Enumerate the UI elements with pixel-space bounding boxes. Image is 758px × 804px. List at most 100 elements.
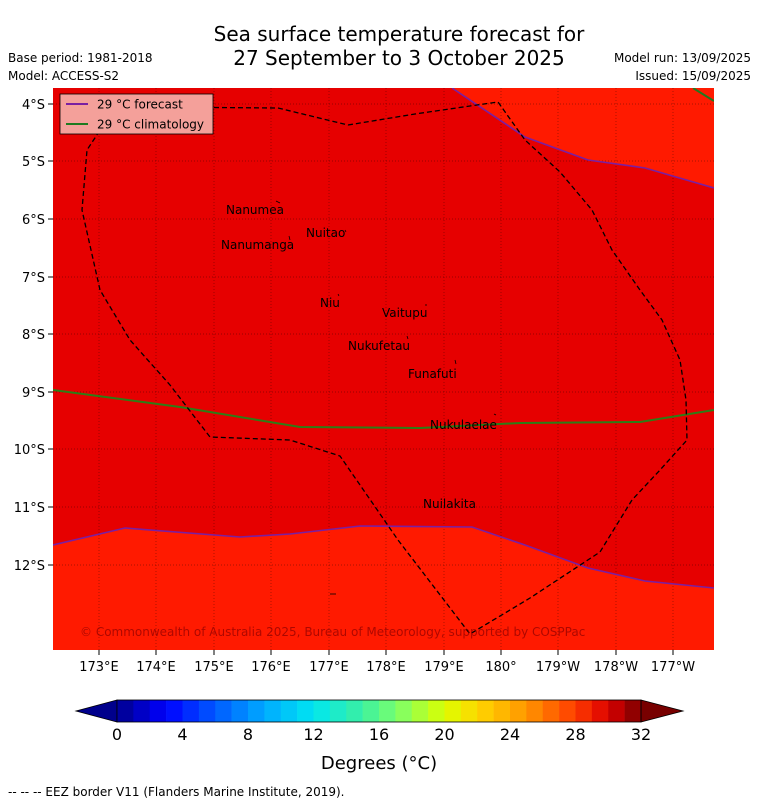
eez-footnote: -- -- -- EEZ border V11 (Flanders Marine…	[8, 785, 345, 799]
colorbar-cell	[608, 700, 625, 722]
forecast-contour-north	[451, 88, 714, 189]
legend: 29 °C forecast 29 °C climatology	[59, 93, 214, 135]
colorbar-cell	[575, 700, 593, 722]
island-label-niu: Niu	[320, 296, 340, 310]
colorbar-cell	[133, 700, 151, 722]
lon-label: 178°W	[594, 660, 638, 675]
colorbar-frame	[116, 699, 642, 723]
title-line-1: Sea surface temperature forecast for	[213, 22, 585, 46]
island-label-nukufetau: Nukufetau	[348, 339, 410, 353]
colorbar-tick-label: 20	[434, 725, 454, 744]
lon-label: 176°E	[251, 660, 291, 675]
colorbar-cell	[379, 700, 396, 722]
colorbar-tick-label: 28	[565, 725, 585, 744]
gridlines	[53, 88, 714, 650]
legend-forecast-label: 29 °C forecast	[97, 98, 183, 112]
colorbar-cell	[297, 700, 314, 722]
colorbar-cell	[624, 700, 642, 722]
model-run: Model run: 13/09/2025	[613, 51, 751, 65]
colorbar-cell	[559, 700, 576, 722]
colorbar-cell	[264, 700, 282, 722]
title-line-2: 27 September to 3 October 2025	[233, 46, 565, 70]
colorbar-cell	[411, 700, 429, 722]
lon-label: 174°E	[136, 660, 176, 675]
longitude-axis: 173°E 174°E 175°E 176°E 177°E 178°E 179°E 180° 1…	[79, 650, 695, 675]
lat-label: 12°S	[14, 559, 45, 574]
meta-right: Model run: 13/09/2025 Issued: 15/09/2025	[614, 49, 751, 85]
map-area: Nanumea Nuitao Nanumanga Niu Vaitupu Nuk…	[53, 88, 714, 650]
colorbar-cell	[477, 700, 494, 722]
title: Sea surface temperature forecast for 27 …	[0, 22, 758, 70]
colorbar-cell	[117, 700, 134, 722]
copyright-text: © Commonwealth of Australia 2025, Bureau…	[80, 625, 585, 639]
colorbar-tick-label: 12	[303, 725, 323, 744]
colorbar-cell	[542, 700, 560, 722]
lat-label: 6°S	[22, 213, 45, 228]
lat-label: 11°S	[14, 501, 45, 516]
climatology-contour-ne	[692, 88, 714, 102]
colorbar-cell	[149, 700, 167, 722]
lon-label: 175°E	[194, 660, 234, 675]
island-label-vaitupu: Vaitupu	[382, 306, 428, 320]
model-name: Model: ACCESS-S2	[8, 69, 120, 83]
colorbar-high-extension	[640, 699, 685, 723]
colorbar-tick-label: 16	[369, 725, 389, 744]
meta-left: Base period: 1981-2018 Model: ACCESS-S2	[8, 49, 153, 85]
legend-climatology-label: 29 °C climatology	[97, 118, 204, 132]
colorbar-cell	[198, 700, 216, 722]
lat-label: 4°S	[22, 98, 45, 113]
colorbar-cell	[460, 700, 478, 722]
colorbar-cell	[346, 700, 363, 722]
colorbar-cell	[166, 700, 183, 722]
latitude-axis: 4°S 5°S 6°S 7°S 8°S 9°S 10°S 11°S 12°S	[14, 98, 53, 574]
island-label-nuilakita: Nuilakita	[423, 497, 476, 511]
colorbar-cell	[362, 700, 380, 722]
colorbar-cell	[280, 700, 298, 722]
island-label-nanumanga: Nanumanga	[221, 238, 294, 252]
island-label-funafuti: Funafuti	[408, 367, 457, 381]
lat-label: 5°S	[22, 155, 45, 170]
island-markers	[275, 200, 497, 595]
lon-label: 180°	[485, 660, 516, 675]
map-figure: Nanumea Nuitao Nanumanga Niu Vaitupu Nuk…	[14, 88, 714, 774]
colorbar-ticks: 0 4 8 12 16 20 24 28 32	[112, 725, 651, 744]
colorbar-label: Degrees (°C)	[321, 753, 437, 774]
sst-warm-region	[53, 88, 714, 588]
colorbar-tick-label: 8	[243, 725, 253, 744]
colorbar-cell	[526, 700, 544, 722]
forecast-contour-south	[53, 525, 714, 589]
island-label-nuitao: Nuitao	[306, 226, 345, 240]
island-label-nukulaelae: Nukulaelae	[430, 418, 497, 432]
lat-label: 9°S	[22, 386, 45, 401]
colorbar-cell	[428, 700, 445, 722]
lat-label: 8°S	[22, 328, 45, 343]
colorbar-cell	[493, 700, 511, 722]
colorbar-low-extension	[74, 699, 118, 723]
colorbar-cell	[510, 700, 527, 722]
lon-label: 177°W	[651, 660, 695, 675]
colorbar-cell	[313, 700, 331, 722]
colorbar-cell	[329, 700, 347, 722]
colorbar	[74, 699, 685, 723]
colorbar-tick-label: 32	[631, 725, 651, 744]
lon-label: 178°E	[366, 660, 406, 675]
island-label-nanumea: Nanumea	[226, 203, 284, 217]
lon-label: 173°E	[79, 660, 119, 675]
issued-date: Issued: 15/09/2025	[635, 69, 751, 83]
lon-label: 177°E	[309, 660, 349, 675]
lon-label: 179°E	[424, 660, 464, 675]
climatology-contour	[53, 389, 714, 430]
colorbar-cell	[231, 700, 249, 722]
lon-label: 179°W	[536, 660, 580, 675]
lat-label: 10°S	[14, 443, 45, 458]
lat-label: 7°S	[22, 271, 45, 286]
colorbar-cell	[444, 700, 462, 722]
colorbar-tick-label: 4	[177, 725, 187, 744]
colorbar-tick-label: 24	[500, 725, 520, 744]
colorbar-cell	[248, 700, 265, 722]
colorbar-cell	[215, 700, 232, 722]
colorbar-tick-label: 0	[112, 725, 122, 744]
colorbar-cell	[591, 700, 609, 722]
colorbar-cell	[182, 700, 200, 722]
base-period: Base period: 1981-2018	[8, 51, 153, 65]
